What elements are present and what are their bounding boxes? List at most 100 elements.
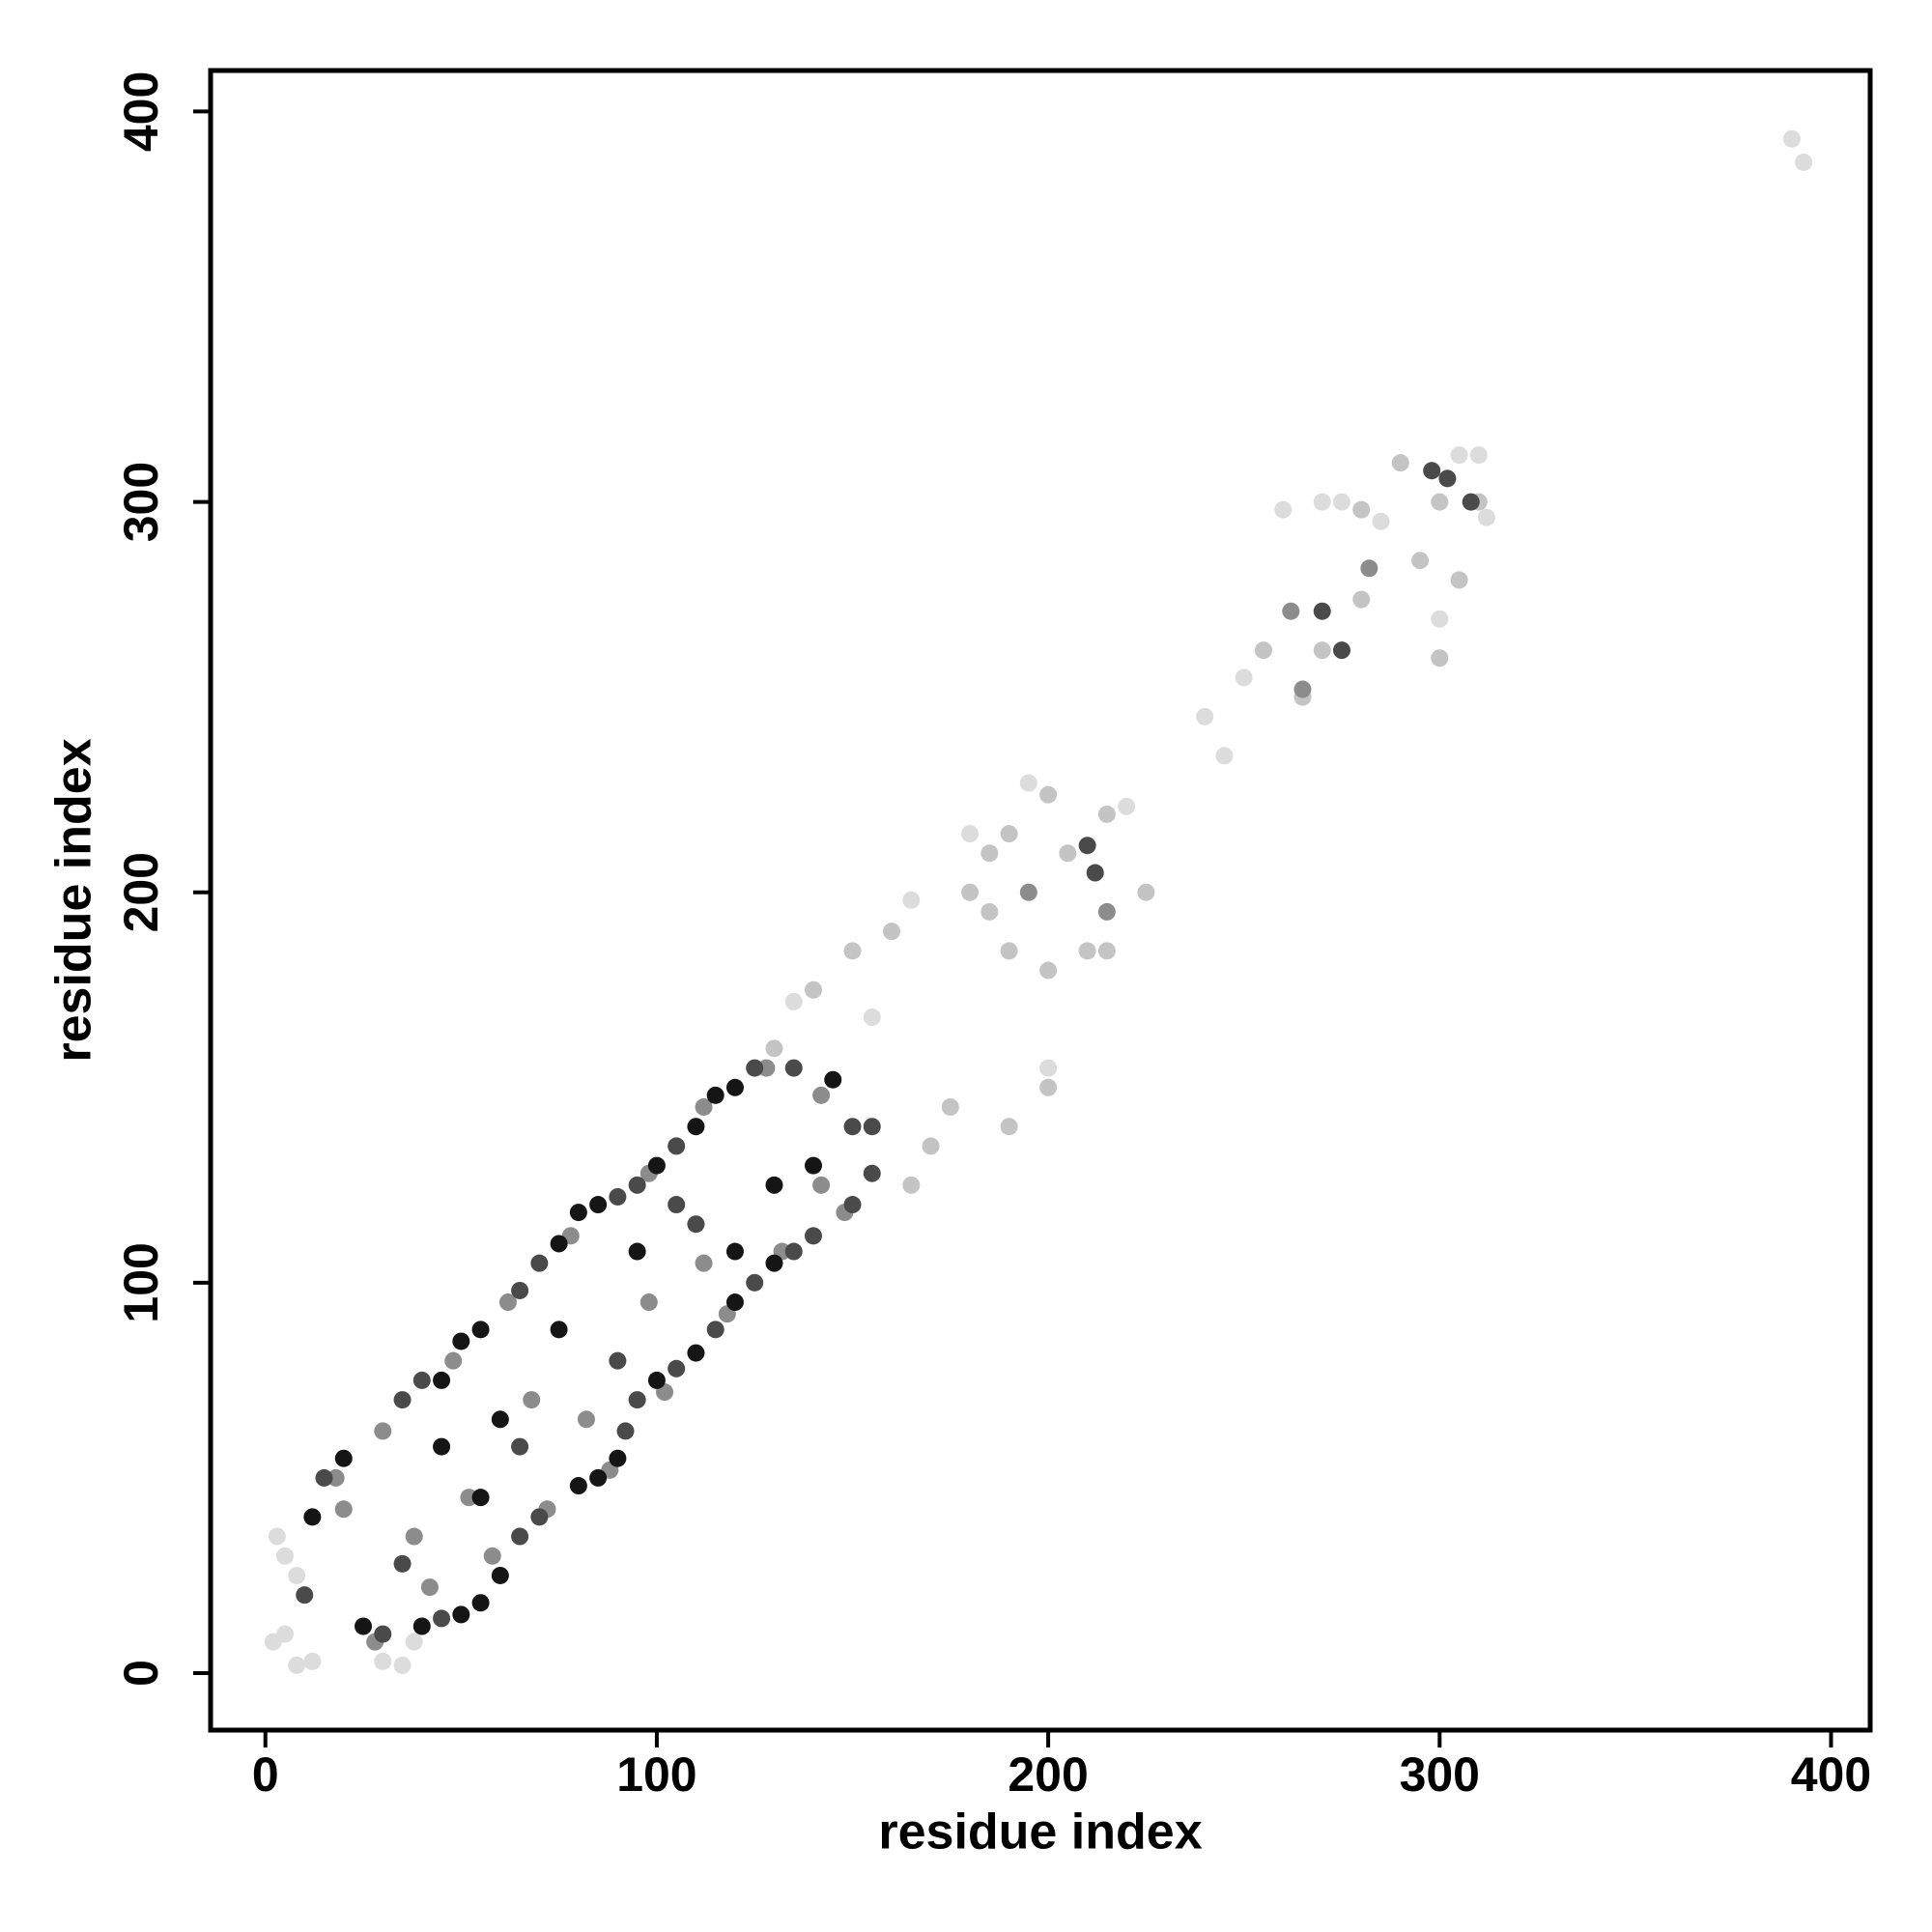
point (1254, 641, 1272, 660)
point (1469, 446, 1488, 465)
point (1019, 774, 1037, 792)
point (393, 1391, 412, 1409)
point (1782, 129, 1801, 148)
x-axis-label: residue index (878, 1804, 1202, 1861)
point (433, 1371, 451, 1389)
point (1431, 493, 1449, 511)
point (1313, 493, 1331, 511)
point (471, 1489, 490, 1507)
point (746, 1059, 764, 1077)
point (530, 1508, 549, 1526)
point (1438, 469, 1457, 488)
point (374, 1652, 392, 1670)
x-tick-label: 200 (1008, 1747, 1088, 1802)
point (433, 1437, 451, 1456)
point (569, 1477, 587, 1495)
point (784, 1059, 803, 1077)
point (902, 891, 921, 909)
point (393, 1554, 412, 1573)
point (405, 1527, 423, 1546)
point (1215, 747, 1234, 765)
point (569, 1204, 587, 1222)
point (1360, 559, 1378, 578)
point (405, 1633, 423, 1651)
point (725, 1242, 744, 1261)
point (765, 1176, 783, 1194)
point (1423, 462, 1441, 480)
point (824, 1070, 842, 1089)
point (1332, 493, 1350, 511)
point (303, 1508, 322, 1526)
point (275, 1625, 294, 1643)
point (1282, 602, 1300, 620)
point (433, 1609, 451, 1628)
point (523, 1391, 541, 1409)
point (374, 1422, 392, 1440)
point (668, 1137, 686, 1155)
point (1235, 668, 1253, 687)
point (1137, 883, 1155, 901)
point (412, 1617, 431, 1635)
x-tick-label: 0 (252, 1747, 279, 1802)
y-tick-label: 200 (114, 852, 168, 932)
point (412, 1371, 431, 1389)
point (961, 883, 980, 901)
point (511, 1437, 529, 1456)
point (804, 1227, 822, 1245)
point (334, 1449, 353, 1467)
point (1391, 454, 1409, 472)
point (628, 1242, 646, 1261)
point (1462, 493, 1480, 511)
point (687, 1118, 705, 1136)
point (695, 1254, 713, 1272)
point (268, 1527, 286, 1546)
point (1059, 844, 1077, 863)
point (1039, 1059, 1058, 1077)
point (393, 1656, 412, 1674)
point (1078, 942, 1096, 960)
point (863, 1164, 881, 1182)
point (1293, 680, 1312, 698)
point (296, 1586, 314, 1605)
point (1411, 552, 1430, 570)
y-axis-label: residue index (46, 738, 102, 1062)
point (639, 1293, 658, 1312)
point (609, 1351, 627, 1370)
point (647, 1371, 666, 1389)
point (687, 1344, 705, 1362)
point (863, 1118, 881, 1136)
point (725, 1293, 744, 1312)
point (303, 1652, 322, 1670)
point (491, 1566, 509, 1584)
point (1431, 649, 1449, 668)
point (1372, 512, 1390, 530)
x-tick-label: 400 (1791, 1747, 1871, 1802)
point (843, 1118, 862, 1136)
point (784, 1242, 803, 1261)
point (374, 1625, 392, 1643)
point (647, 1156, 666, 1175)
point (355, 1617, 373, 1635)
x-tick-label: 100 (616, 1747, 696, 1802)
point (628, 1176, 646, 1194)
point (1332, 641, 1350, 660)
point (550, 1321, 568, 1339)
y-tick-label: 100 (114, 1242, 168, 1322)
point (1000, 1118, 1018, 1136)
point (961, 825, 980, 843)
point (1039, 961, 1058, 980)
point (668, 1196, 686, 1214)
point (1352, 500, 1371, 519)
point (530, 1254, 549, 1272)
point (1477, 508, 1495, 526)
point (452, 1332, 470, 1350)
point (980, 902, 999, 921)
point (609, 1187, 627, 1206)
point (1450, 446, 1468, 465)
point (315, 1468, 333, 1487)
point (288, 1656, 306, 1674)
y-tick-label: 300 (114, 462, 168, 542)
point (804, 980, 822, 999)
point (746, 1273, 764, 1292)
